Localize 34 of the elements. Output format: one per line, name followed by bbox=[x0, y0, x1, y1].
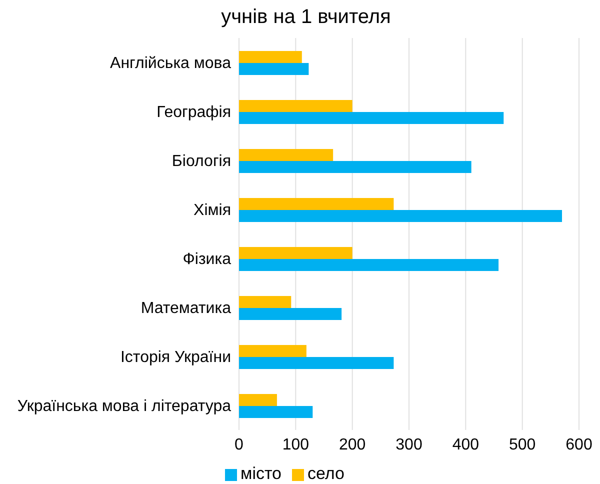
bar bbox=[239, 112, 504, 124]
x-tick-label: 0 bbox=[234, 436, 244, 454]
y-tick-label: Історія України bbox=[120, 349, 231, 366]
y-tick-label: Географія bbox=[156, 104, 231, 122]
x-tick-label: 200 bbox=[338, 436, 366, 454]
bar bbox=[239, 210, 562, 222]
chart-title: учнів на 1 вчителя bbox=[220, 5, 392, 30]
x-tick-label: 300 bbox=[396, 436, 422, 454]
bar bbox=[239, 51, 302, 63]
bar bbox=[239, 406, 313, 418]
bar bbox=[239, 259, 499, 271]
y-tick-label: Біологія bbox=[172, 153, 231, 170]
bar bbox=[239, 63, 309, 75]
y-tick-label: Хімія bbox=[194, 202, 231, 220]
x-tick-label: 600 bbox=[566, 436, 592, 454]
bar bbox=[239, 198, 394, 210]
x-tick-label: 400 bbox=[452, 436, 480, 454]
x-tick-label: 100 bbox=[282, 436, 310, 454]
y-tick-label: Фізика bbox=[182, 251, 232, 268]
y-tick-label: Математика bbox=[140, 300, 232, 318]
bar bbox=[239, 161, 472, 173]
bar bbox=[239, 100, 352, 112]
bar bbox=[239, 357, 394, 369]
bar bbox=[239, 345, 306, 357]
legend-label: місто bbox=[240, 464, 282, 483]
legend-label: село bbox=[308, 464, 344, 483]
bar bbox=[239, 149, 334, 161]
bar bbox=[239, 394, 277, 406]
y-tick-label: Українська мова і література bbox=[17, 398, 232, 416]
bar bbox=[239, 308, 342, 320]
bar bbox=[239, 247, 352, 259]
bar bbox=[239, 296, 292, 308]
x-tick-label: 500 bbox=[508, 436, 536, 454]
y-tick-label: Англійська мова bbox=[110, 55, 232, 72]
